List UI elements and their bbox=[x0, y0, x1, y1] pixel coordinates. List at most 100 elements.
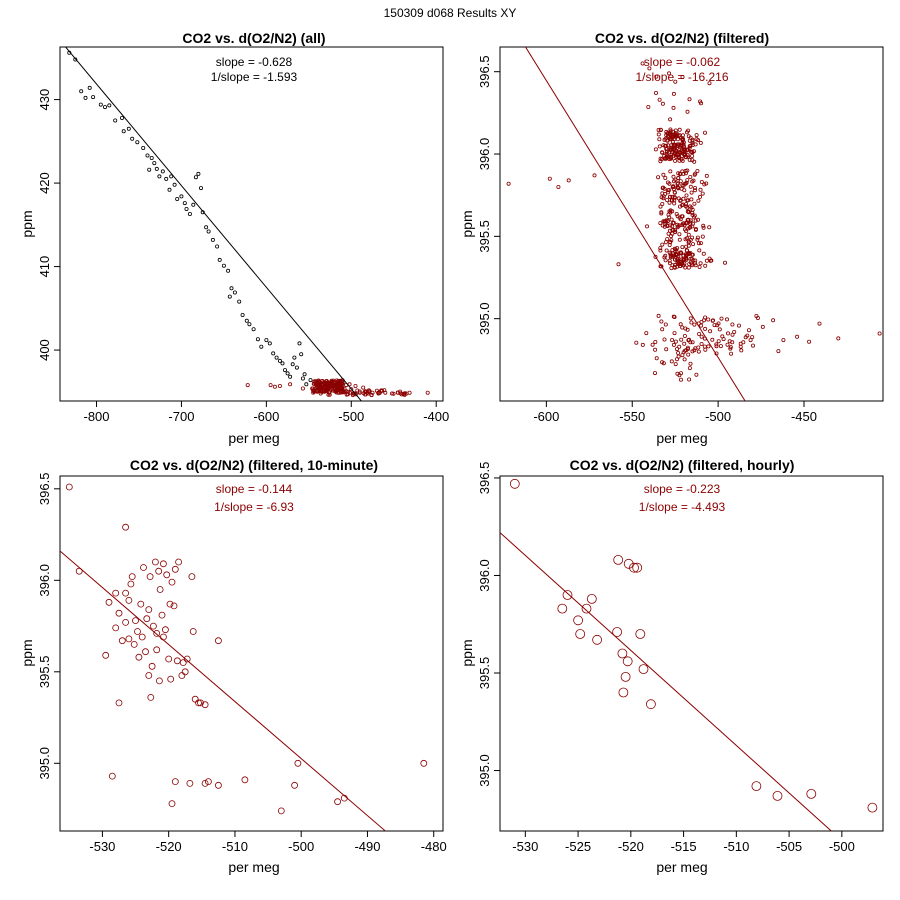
inverse-slope-label: 1/slope = -16.216 bbox=[635, 70, 728, 84]
data-point bbox=[389, 391, 394, 396]
data-point bbox=[675, 246, 680, 251]
data-point bbox=[161, 626, 169, 634]
data-point bbox=[723, 260, 728, 265]
x-tick-label: -700 bbox=[168, 409, 194, 424]
data-point bbox=[689, 197, 694, 202]
data-point bbox=[336, 381, 341, 386]
data-point bbox=[693, 188, 698, 193]
data-point bbox=[686, 210, 691, 215]
data-point bbox=[671, 153, 676, 158]
data-point bbox=[134, 628, 141, 635]
data-point bbox=[696, 349, 701, 354]
data-point bbox=[699, 341, 704, 346]
data-point bbox=[334, 383, 339, 388]
data-point bbox=[671, 105, 676, 110]
data-point bbox=[748, 338, 753, 343]
data-point bbox=[195, 699, 202, 707]
y-tick-label: 395.0 bbox=[477, 302, 492, 335]
data-point bbox=[707, 225, 712, 230]
data-point bbox=[667, 187, 672, 192]
data-point bbox=[668, 127, 673, 132]
data-point bbox=[215, 244, 220, 249]
data-point bbox=[130, 136, 135, 141]
data-point bbox=[153, 630, 161, 637]
data-point bbox=[149, 622, 157, 630]
data-point bbox=[160, 169, 165, 174]
data-point bbox=[666, 231, 671, 236]
data-point bbox=[693, 263, 698, 268]
data-point bbox=[656, 313, 661, 318]
data-point bbox=[145, 606, 153, 613]
data-point bbox=[661, 196, 666, 201]
data-point bbox=[738, 341, 743, 346]
data-point bbox=[675, 357, 680, 362]
data-point bbox=[701, 251, 706, 256]
data-point bbox=[712, 323, 717, 328]
data-point bbox=[149, 155, 154, 160]
data-point bbox=[634, 340, 639, 345]
data-point bbox=[680, 325, 685, 330]
data-point bbox=[169, 174, 174, 179]
data-point bbox=[658, 204, 663, 209]
data-point bbox=[137, 600, 145, 608]
data-point bbox=[326, 392, 331, 397]
data-point bbox=[693, 226, 698, 231]
data-point bbox=[420, 759, 428, 767]
data-point bbox=[125, 635, 133, 643]
data-point bbox=[680, 149, 685, 154]
data-point bbox=[679, 337, 684, 342]
data-point bbox=[675, 225, 680, 230]
data-point bbox=[622, 656, 633, 667]
data-point bbox=[663, 240, 668, 245]
data-point bbox=[164, 176, 169, 181]
data-point bbox=[274, 355, 279, 360]
data-point bbox=[688, 260, 693, 265]
data-point bbox=[771, 318, 776, 323]
data-point bbox=[690, 142, 695, 147]
data-point bbox=[698, 261, 703, 266]
data-point bbox=[670, 136, 675, 141]
x-tick-label: -510 bbox=[723, 839, 749, 854]
data-point bbox=[674, 148, 679, 153]
data-point bbox=[326, 385, 331, 390]
panel-co2-vs-o2n2-10-minute: CO2 vs. d(O2/N2) (filtered, 10-minute) s… bbox=[19, 457, 447, 875]
data-point bbox=[304, 382, 309, 387]
data-point bbox=[677, 127, 682, 132]
data-point bbox=[663, 258, 668, 263]
data-point bbox=[726, 331, 731, 336]
data-point bbox=[217, 257, 222, 262]
data-point bbox=[694, 133, 699, 138]
data-point bbox=[684, 202, 689, 207]
data-point bbox=[268, 383, 273, 388]
data-point bbox=[678, 171, 683, 176]
data-point bbox=[171, 778, 179, 785]
data-point bbox=[673, 249, 678, 254]
data-point bbox=[122, 589, 129, 597]
data-point bbox=[425, 390, 430, 395]
data-point bbox=[267, 341, 272, 346]
data-point bbox=[664, 152, 669, 157]
data-point bbox=[685, 109, 690, 114]
data-point bbox=[120, 116, 125, 121]
y-axis-label: ppm bbox=[459, 210, 475, 237]
data-point bbox=[311, 390, 316, 395]
data-point bbox=[402, 392, 407, 397]
data-point bbox=[684, 220, 689, 225]
data-point bbox=[674, 211, 679, 216]
y-tick-label: 395.0 bbox=[477, 754, 492, 787]
data-point bbox=[667, 181, 672, 186]
data-point bbox=[663, 191, 668, 196]
data-point bbox=[613, 555, 624, 565]
data-point bbox=[122, 619, 129, 626]
data-point bbox=[240, 312, 245, 317]
data-point bbox=[654, 74, 659, 79]
data-point bbox=[308, 378, 313, 383]
data-point bbox=[662, 337, 667, 342]
inverse-slope-label: 1/slope = -4.493 bbox=[639, 500, 726, 514]
data-point bbox=[280, 361, 285, 366]
data-point bbox=[644, 331, 649, 336]
data-point bbox=[692, 201, 697, 206]
data-point bbox=[391, 391, 396, 396]
data-point bbox=[302, 372, 307, 377]
data-point bbox=[725, 342, 730, 347]
